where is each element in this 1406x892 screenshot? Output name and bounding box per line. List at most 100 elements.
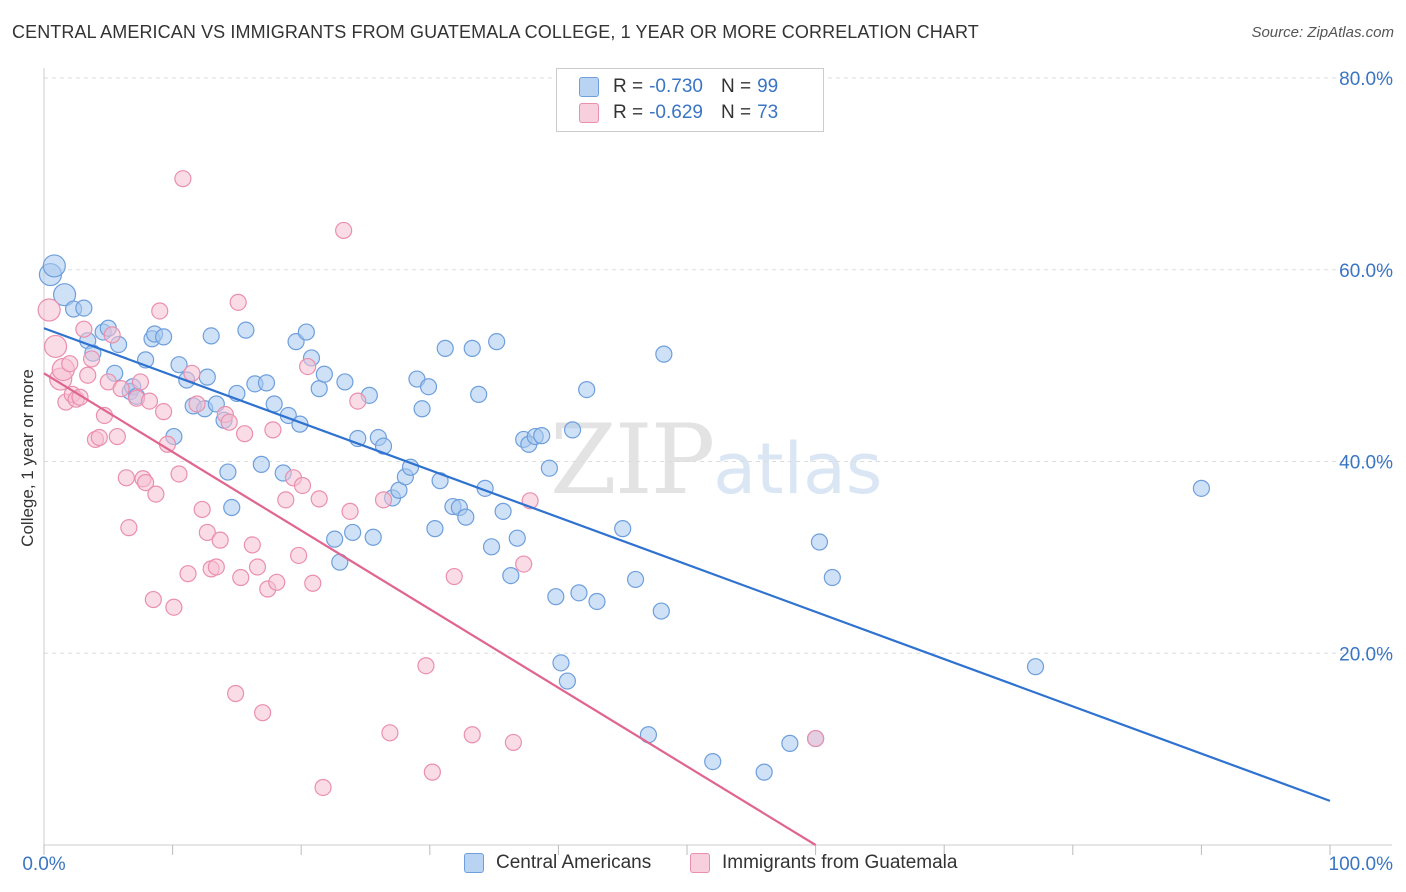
- guatemala-point: [103, 326, 121, 344]
- central-americans-point: [223, 498, 241, 517]
- central-americans-point: [198, 368, 216, 386]
- guatemala-point: [423, 763, 441, 781]
- guatemala-point: [90, 428, 108, 447]
- central-americans-point: [810, 533, 829, 551]
- central-americans-point: [626, 570, 645, 589]
- series-swatch-blue: [464, 853, 484, 873]
- guatemala-point: [117, 469, 135, 487]
- guatemala-point: [43, 334, 68, 359]
- series-legend-central-americans: Central Americans: [464, 852, 651, 874]
- guatemala-point: [264, 421, 282, 439]
- legend-swatch-pink: [579, 103, 599, 123]
- central-americans-point: [655, 345, 673, 363]
- series-swatch-pink: [690, 853, 710, 873]
- central-americans-point: [558, 672, 577, 690]
- guatemala-point: [381, 724, 399, 742]
- legend-r-label: R =: [613, 102, 644, 123]
- guatemala-point: [445, 567, 463, 586]
- central-americans-point: [202, 327, 220, 345]
- central-americans-point: [436, 339, 454, 357]
- central-americans-point: [257, 374, 276, 392]
- y-axis-label: College, 1 year or more: [18, 369, 37, 547]
- legend-n-value: 99: [757, 76, 779, 97]
- guatemala-point: [248, 558, 267, 576]
- central-americans-point: [482, 538, 501, 556]
- central-americans-point: [252, 455, 270, 473]
- central-americans-point: [547, 588, 565, 606]
- central-americans-point: [533, 427, 551, 445]
- guatemala-point: [290, 546, 308, 565]
- central-americans-point: [488, 333, 506, 351]
- central-americans-point: [419, 378, 438, 396]
- guatemala-point: [147, 485, 165, 503]
- series-label-guatemala: Immigrants from Guatemala: [722, 852, 958, 873]
- guatemala-point: [151, 302, 169, 320]
- guatemala-point: [335, 221, 353, 240]
- central-americans-point: [552, 654, 570, 672]
- legend-r-value: -0.629: [649, 102, 703, 123]
- guatemala-point: [314, 778, 332, 797]
- guatemala-point: [198, 523, 216, 542]
- central-americans-point: [426, 520, 444, 538]
- central-americans-point: [588, 592, 606, 611]
- guatemala-point: [120, 519, 138, 537]
- central-americans-point: [310, 380, 328, 398]
- central-americans-point: [457, 508, 475, 526]
- legend-row-central-americans: R = -0.730 N = 99: [579, 75, 778, 99]
- guatemala-point: [179, 565, 197, 583]
- central-americans-point: [494, 502, 512, 520]
- legend-r-label: R =: [613, 76, 644, 97]
- guatemala-point: [207, 558, 225, 576]
- x-tick-label: 0.0%: [22, 854, 65, 875]
- guatemala-point: [108, 427, 126, 446]
- guatemala-point: [277, 491, 295, 509]
- central-americans-point: [502, 566, 520, 585]
- watermark-atlas: atlas: [713, 428, 883, 510]
- central-americans-point: [326, 530, 344, 548]
- central-americans-point: [413, 400, 431, 418]
- legend-n-label: N =: [720, 76, 752, 97]
- central-americans-point: [578, 380, 596, 399]
- guatemala-point: [112, 380, 130, 398]
- guatemala-point: [136, 473, 155, 492]
- guatemala-point: [254, 704, 272, 722]
- central-americans-point: [1192, 479, 1211, 497]
- guatemala-point: [188, 395, 206, 413]
- guatemala-point: [220, 413, 238, 431]
- guatemala-point: [504, 733, 522, 752]
- guatemala-point: [131, 373, 150, 391]
- guatemala-point: [293, 476, 312, 495]
- central-americans-point: [297, 323, 315, 341]
- central-americans-point: [823, 568, 841, 587]
- guatemala-point: [236, 425, 254, 443]
- guatemala-point: [806, 729, 825, 748]
- central-americans-point: [364, 528, 382, 546]
- y-tick-label: 60.0%: [1339, 261, 1393, 282]
- legend-n-value: 73: [757, 102, 779, 123]
- guatemala-point: [79, 366, 97, 384]
- guatemala-point: [174, 170, 192, 188]
- watermark: ZIPatlas: [550, 404, 882, 516]
- central-americans-point: [170, 356, 188, 374]
- central-americans-point: [540, 459, 558, 477]
- legend-r-value: -0.730: [649, 76, 703, 97]
- x-tick-label: 100.0%: [1329, 854, 1394, 875]
- guatemala-point: [229, 293, 247, 311]
- guatemala-point: [37, 298, 61, 322]
- series-label-central-americans: Central Americans: [496, 852, 652, 873]
- guatemala-point: [417, 657, 435, 675]
- legend-row-guatemala: R = -0.629 N = 73: [579, 101, 778, 125]
- guatemala-point: [268, 573, 286, 591]
- legend-swatch-blue: [579, 77, 599, 97]
- central-americans-point: [470, 385, 488, 403]
- guatemala-trend-line: [43, 372, 817, 846]
- guatemala-point: [515, 555, 533, 573]
- guatemala-point: [183, 364, 201, 382]
- chart-title: CENTRAL AMERICAN VS IMMIGRANTS FROM GUAT…: [12, 22, 979, 42]
- guatemala-point: [154, 403, 173, 421]
- series-legend-guatemala: Immigrants from Guatemala: [690, 852, 957, 874]
- guatemala-point: [193, 500, 211, 519]
- central-americans-point: [563, 421, 582, 439]
- guatemala-point: [227, 684, 245, 703]
